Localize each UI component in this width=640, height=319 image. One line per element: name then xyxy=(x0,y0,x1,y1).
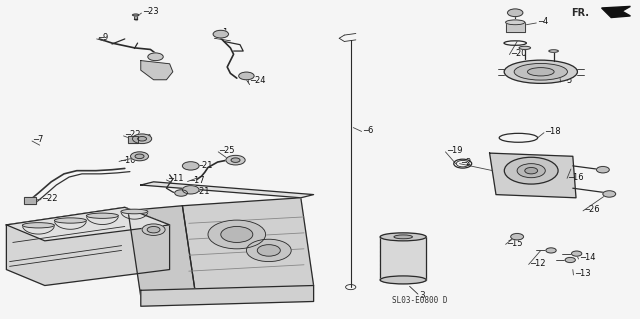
Text: SL03-E0800 D: SL03-E0800 D xyxy=(392,296,447,305)
Polygon shape xyxy=(6,207,170,286)
Ellipse shape xyxy=(380,233,426,241)
Ellipse shape xyxy=(504,60,577,83)
Circle shape xyxy=(148,53,163,61)
Text: ─21: ─21 xyxy=(195,187,210,196)
Circle shape xyxy=(511,234,524,240)
Text: ─23: ─23 xyxy=(143,7,158,16)
Text: ─20: ─20 xyxy=(511,49,526,58)
Polygon shape xyxy=(6,207,170,241)
Circle shape xyxy=(257,245,280,256)
Circle shape xyxy=(596,167,609,173)
Circle shape xyxy=(138,137,147,141)
Polygon shape xyxy=(141,61,173,80)
Text: ─9: ─9 xyxy=(98,33,108,42)
Circle shape xyxy=(135,154,144,159)
Ellipse shape xyxy=(86,213,118,219)
Text: ─10: ─10 xyxy=(120,156,136,165)
Ellipse shape xyxy=(514,63,568,80)
Text: FR.: FR. xyxy=(571,8,589,18)
Text: ─12: ─12 xyxy=(530,259,545,268)
Ellipse shape xyxy=(506,20,525,25)
Text: ─8: ─8 xyxy=(141,134,151,143)
Text: ─13: ─13 xyxy=(575,269,590,278)
FancyBboxPatch shape xyxy=(24,197,36,204)
Text: ─2: ─2 xyxy=(461,158,471,167)
Text: ─19: ─19 xyxy=(447,146,462,155)
Text: ─1: ─1 xyxy=(218,28,228,37)
Text: ─26: ─26 xyxy=(584,205,600,214)
Circle shape xyxy=(221,226,253,242)
Text: ─16: ─16 xyxy=(568,173,584,182)
FancyBboxPatch shape xyxy=(128,136,138,143)
Circle shape xyxy=(142,224,165,235)
Ellipse shape xyxy=(54,218,86,223)
Circle shape xyxy=(517,164,545,178)
Circle shape xyxy=(603,191,616,197)
Circle shape xyxy=(182,162,199,170)
Circle shape xyxy=(565,257,575,263)
Polygon shape xyxy=(490,153,576,198)
Polygon shape xyxy=(128,206,195,297)
Circle shape xyxy=(213,30,228,38)
Ellipse shape xyxy=(519,46,531,49)
Polygon shape xyxy=(141,182,314,198)
Circle shape xyxy=(508,9,523,17)
Text: ─22: ─22 xyxy=(42,194,58,203)
Circle shape xyxy=(175,190,188,196)
Text: ─24: ─24 xyxy=(250,76,265,85)
Polygon shape xyxy=(380,237,426,280)
Text: ─15: ─15 xyxy=(507,239,522,248)
Circle shape xyxy=(546,248,556,253)
Circle shape xyxy=(182,186,199,194)
Circle shape xyxy=(246,239,291,262)
Text: ─11: ─11 xyxy=(168,174,183,183)
Circle shape xyxy=(208,220,266,249)
Circle shape xyxy=(132,134,152,144)
Circle shape xyxy=(226,155,245,165)
Ellipse shape xyxy=(380,276,426,284)
Circle shape xyxy=(239,72,254,80)
Text: ─6: ─6 xyxy=(363,126,373,135)
Ellipse shape xyxy=(22,223,54,228)
Circle shape xyxy=(504,157,558,184)
Text: ─7: ─7 xyxy=(33,135,44,144)
Circle shape xyxy=(525,167,538,174)
Text: ─17: ─17 xyxy=(189,176,204,185)
Text: ─21: ─21 xyxy=(197,161,212,170)
Text: ─4: ─4 xyxy=(538,17,548,26)
Ellipse shape xyxy=(527,68,554,76)
Polygon shape xyxy=(506,22,525,32)
Ellipse shape xyxy=(394,235,412,239)
Polygon shape xyxy=(182,198,314,292)
Polygon shape xyxy=(602,6,630,18)
Circle shape xyxy=(231,158,240,162)
Text: ─14: ─14 xyxy=(580,253,595,262)
Text: ─5: ─5 xyxy=(562,76,572,85)
Circle shape xyxy=(572,251,582,256)
Circle shape xyxy=(131,152,148,161)
Polygon shape xyxy=(141,286,314,306)
Text: ─18: ─18 xyxy=(545,127,561,136)
Text: 3: 3 xyxy=(419,291,425,300)
Ellipse shape xyxy=(132,14,139,16)
Ellipse shape xyxy=(549,50,559,52)
Text: ─25: ─25 xyxy=(220,146,235,155)
Ellipse shape xyxy=(121,209,148,214)
Text: ─22: ─22 xyxy=(125,130,140,139)
Circle shape xyxy=(147,226,160,233)
